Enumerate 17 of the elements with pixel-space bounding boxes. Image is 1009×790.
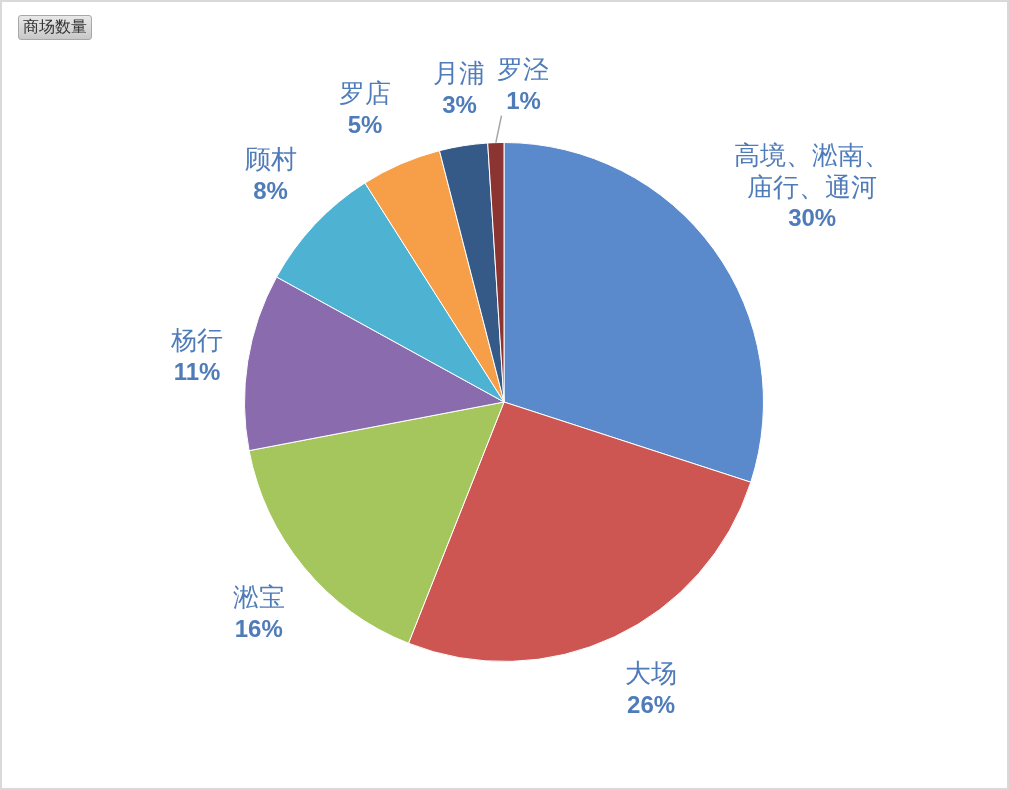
- data-label: 30%: [788, 204, 837, 232]
- data-label: 1%: [506, 87, 541, 115]
- data-label: 3%: [442, 90, 477, 118]
- data-label: 26%: [627, 691, 676, 719]
- data-label: 8%: [253, 176, 288, 204]
- data-label: 5%: [347, 110, 383, 138]
- slice-label: 顾村: [244, 145, 297, 175]
- slice-label: 罗店: [339, 78, 392, 108]
- data-label: 16%: [234, 614, 283, 642]
- slice-label: 高境、淞南、庙行、通河: [734, 140, 891, 202]
- slice-label: 大场: [625, 659, 678, 689]
- data-label: 11%: [173, 358, 221, 386]
- slice-label: 杨行: [170, 326, 223, 356]
- slice-label: 淞宝: [232, 583, 285, 613]
- slice-label: 罗泾: [497, 55, 550, 85]
- chart-title: 商场数量: [18, 15, 92, 40]
- slice-label: 月浦: [433, 58, 486, 88]
